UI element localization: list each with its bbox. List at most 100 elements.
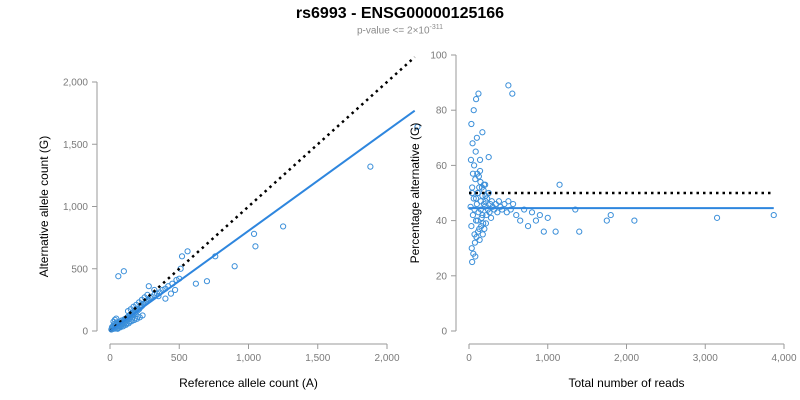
scatter-panel-2: 0 1,000 2,000 3,000 4,000 0 20 40 60 80 100 Total n… — [408, 51, 797, 391]
chart-title: rs6993 - ENSG00000125166 — [295, 5, 505, 22]
data-point — [517, 217, 524, 224]
data-point — [552, 228, 559, 235]
data-point — [203, 278, 211, 285]
data-point — [115, 273, 122, 280]
data-point — [471, 206, 478, 213]
data-point — [528, 209, 536, 216]
data-point — [607, 211, 614, 219]
y-tick-label: 1,500 — [63, 140, 88, 151]
data-point — [482, 181, 489, 188]
data-point — [476, 184, 483, 191]
x-tick-label: 0 — [107, 353, 113, 364]
data-point — [477, 178, 484, 186]
data-point — [171, 286, 179, 294]
data-point — [487, 214, 495, 221]
data-point — [145, 283, 152, 290]
data-point — [367, 163, 374, 170]
data-point — [472, 176, 479, 183]
data-point — [468, 223, 475, 230]
data-point — [155, 293, 162, 300]
data-point — [470, 107, 477, 114]
data-point — [498, 206, 506, 213]
data-point — [473, 134, 480, 141]
subtitle-exponent: -311 — [429, 24, 444, 31]
data-point — [414, 123, 421, 130]
data-point — [468, 120, 475, 128]
data-point — [469, 140, 476, 147]
data-point — [475, 90, 482, 97]
data-point — [481, 225, 488, 232]
data-point — [576, 228, 583, 235]
data-point — [513, 211, 520, 219]
data-point — [770, 211, 777, 219]
y-tick-label: 500 — [71, 264, 88, 275]
data-point — [572, 206, 579, 213]
chart-subtitle: p-value <= 2×10-311 — [0, 24, 800, 36]
data-point — [474, 228, 482, 235]
data-point — [139, 312, 146, 319]
data-point — [495, 198, 503, 205]
x-axis-title: Reference allele count (A) — [179, 376, 318, 390]
data-point — [532, 217, 540, 224]
y-axis-title: Percentage alternative (G) — [408, 123, 422, 264]
data-point — [480, 200, 488, 208]
data-point — [509, 200, 517, 208]
data-point — [113, 315, 120, 322]
data-point — [471, 162, 478, 169]
data-point — [192, 280, 199, 287]
data-point — [468, 245, 475, 252]
y-axis-title: Alternative allele count (G) — [37, 136, 51, 277]
data-point — [507, 206, 514, 213]
y-tick-label: 0 — [82, 327, 88, 338]
data-point — [231, 263, 238, 270]
y-tick-label: 80 — [436, 106, 448, 117]
scatter-panel-1: 0 500 1,000 1,500 2,000 0 500 1,000 1,500 2,000 Re… — [37, 56, 421, 390]
y-tick-label: 1,000 — [63, 202, 88, 213]
data-point — [472, 195, 480, 202]
data-point — [111, 316, 118, 323]
data-point — [505, 198, 512, 205]
data-point — [521, 206, 528, 213]
data-point — [505, 82, 512, 89]
subtitle-text: p-value <= 2×10 — [356, 25, 430, 37]
data-point — [252, 243, 259, 250]
data-point — [479, 129, 486, 136]
data-point — [631, 217, 638, 224]
x-tick-label: 2,000 — [614, 353, 639, 364]
x-tick-label: 4,000 — [771, 353, 796, 364]
x-tick-label: 2,000 — [374, 353, 399, 364]
y-tick-label: 2,000 — [63, 78, 88, 89]
data-point — [544, 214, 551, 221]
data-point — [469, 184, 476, 191]
y-tick-label: 100 — [430, 51, 447, 62]
data-point — [475, 173, 482, 180]
x-tick-label: 1,000 — [236, 353, 261, 364]
data-point — [470, 195, 477, 202]
data-point — [536, 211, 543, 219]
data-point — [467, 156, 475, 163]
data-point — [476, 236, 483, 244]
data-point — [486, 209, 493, 216]
data-point — [540, 228, 547, 235]
data-point — [469, 170, 477, 177]
data-point — [178, 253, 186, 260]
data-point — [471, 239, 479, 246]
data-point — [556, 181, 563, 188]
data-point — [162, 295, 169, 302]
data-point — [469, 258, 476, 266]
data-point — [472, 148, 479, 155]
x-tick-label: 1,000 — [535, 353, 560, 364]
data-point — [603, 217, 610, 224]
data-point — [713, 214, 721, 221]
data-point — [494, 209, 501, 216]
y-tick-label: 40 — [436, 216, 448, 227]
x-tick-label: 3,000 — [693, 353, 718, 364]
data-point — [524, 223, 532, 230]
x-axis-title: Total number of reads — [568, 376, 684, 390]
data-point — [184, 248, 191, 255]
y-tick-label: 0 — [441, 327, 447, 338]
x-tick-label: 500 — [171, 353, 188, 364]
x-tick-label: 0 — [466, 353, 472, 364]
data-point — [479, 231, 486, 238]
